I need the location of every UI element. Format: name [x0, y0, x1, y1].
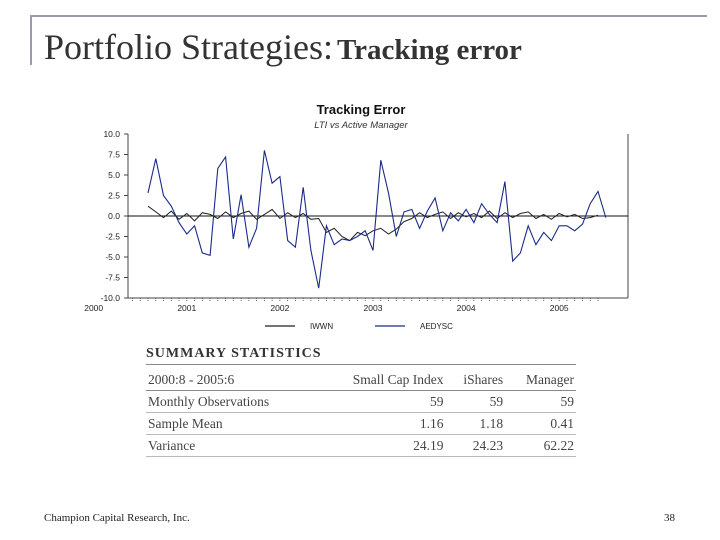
chart-subtitle: LTI vs Active Manager — [314, 120, 408, 131]
series-line-iwwn — [147, 205, 599, 242]
summary-row: Variance 24.19 24.23 62.22 — [146, 434, 576, 457]
summary-cell: 59 — [445, 390, 506, 413]
summary-cell: 62.22 — [505, 434, 576, 457]
summary-cell: 1.16 — [316, 412, 446, 435]
y-tick-label: 10.0 — [103, 129, 120, 139]
y-tick-label: 7.5 — [108, 150, 120, 160]
x-tick-label: 2005 — [550, 303, 569, 313]
summary-cell: 0.41 — [505, 412, 576, 435]
y-tick-label: -5.0 — [105, 252, 120, 262]
slide-title-sub: Tracking error — [336, 34, 522, 66]
summary-cell: 59 — [316, 390, 446, 413]
summary-row-label: Monthly Observations — [146, 390, 317, 413]
x-tick-label: 2004 — [457, 303, 476, 313]
summary-cell: 59 — [505, 390, 576, 413]
x-tick-label: 2002 — [270, 303, 289, 313]
y-tick-label: 5.0 — [108, 170, 120, 180]
title-frame-left-line — [30, 15, 32, 65]
summary-row: Monthly Observations 59 59 59 — [146, 390, 576, 413]
y-tick-label: 0.0 — [108, 211, 120, 221]
summary-row: Sample Mean 1.16 1.18 0.41 — [146, 412, 576, 435]
summary-table: 2000:8 - 2005:6 Small Cap Index iShares … — [146, 369, 576, 457]
summary-col-header: Small Cap Index — [316, 369, 446, 391]
chart-title: Tracking Error — [317, 102, 406, 117]
summary-row-label: Variance — [146, 434, 317, 457]
chart-svg: Tracking Error LTI vs Active Manager 10.… — [84, 102, 629, 330]
summary-statistics: SUMMARY STATISTICS 2000:8 - 2005:6 Small… — [146, 346, 576, 457]
summary-col-header: iShares — [445, 369, 506, 391]
x-tick-label: 2001 — [177, 303, 196, 313]
legend-label: IWWN — [310, 322, 333, 330]
summary-col-header: Manager — [505, 369, 576, 391]
summary-row-label: Sample Mean — [146, 412, 317, 435]
tracking-error-chart: Tracking Error LTI vs Active Manager 10.… — [80, 100, 640, 330]
x-tick-label: 2003 — [364, 303, 383, 313]
summary-cell: 24.23 — [445, 434, 506, 457]
page-number: 38 — [664, 512, 675, 524]
y-tick-label: -2.5 — [105, 232, 120, 242]
summary-period: 2000:8 - 2005:6 — [146, 369, 317, 391]
slide-title-main: Portfolio Strategies: — [44, 27, 333, 67]
series-line-aedysc — [147, 150, 607, 289]
y-tick-label: -7.5 — [105, 273, 120, 283]
y-tick-label: 2.5 — [108, 191, 120, 201]
summary-cell: 1.18 — [445, 412, 506, 435]
title-frame-top-line — [30, 15, 707, 17]
summary-heading: SUMMARY STATISTICS — [146, 346, 576, 365]
summary-cell: 24.19 — [316, 434, 446, 457]
y-tick-label: -10.0 — [101, 293, 121, 303]
footer-source: Champion Capital Research, Inc. — [44, 512, 190, 524]
x-tick-label: 2000 — [84, 303, 103, 313]
slide-title: Portfolio Strategies: Tracking error — [44, 26, 522, 68]
legend-label: AEDYSC — [420, 322, 453, 330]
summary-header-row: 2000:8 - 2005:6 Small Cap Index iShares … — [146, 369, 576, 391]
